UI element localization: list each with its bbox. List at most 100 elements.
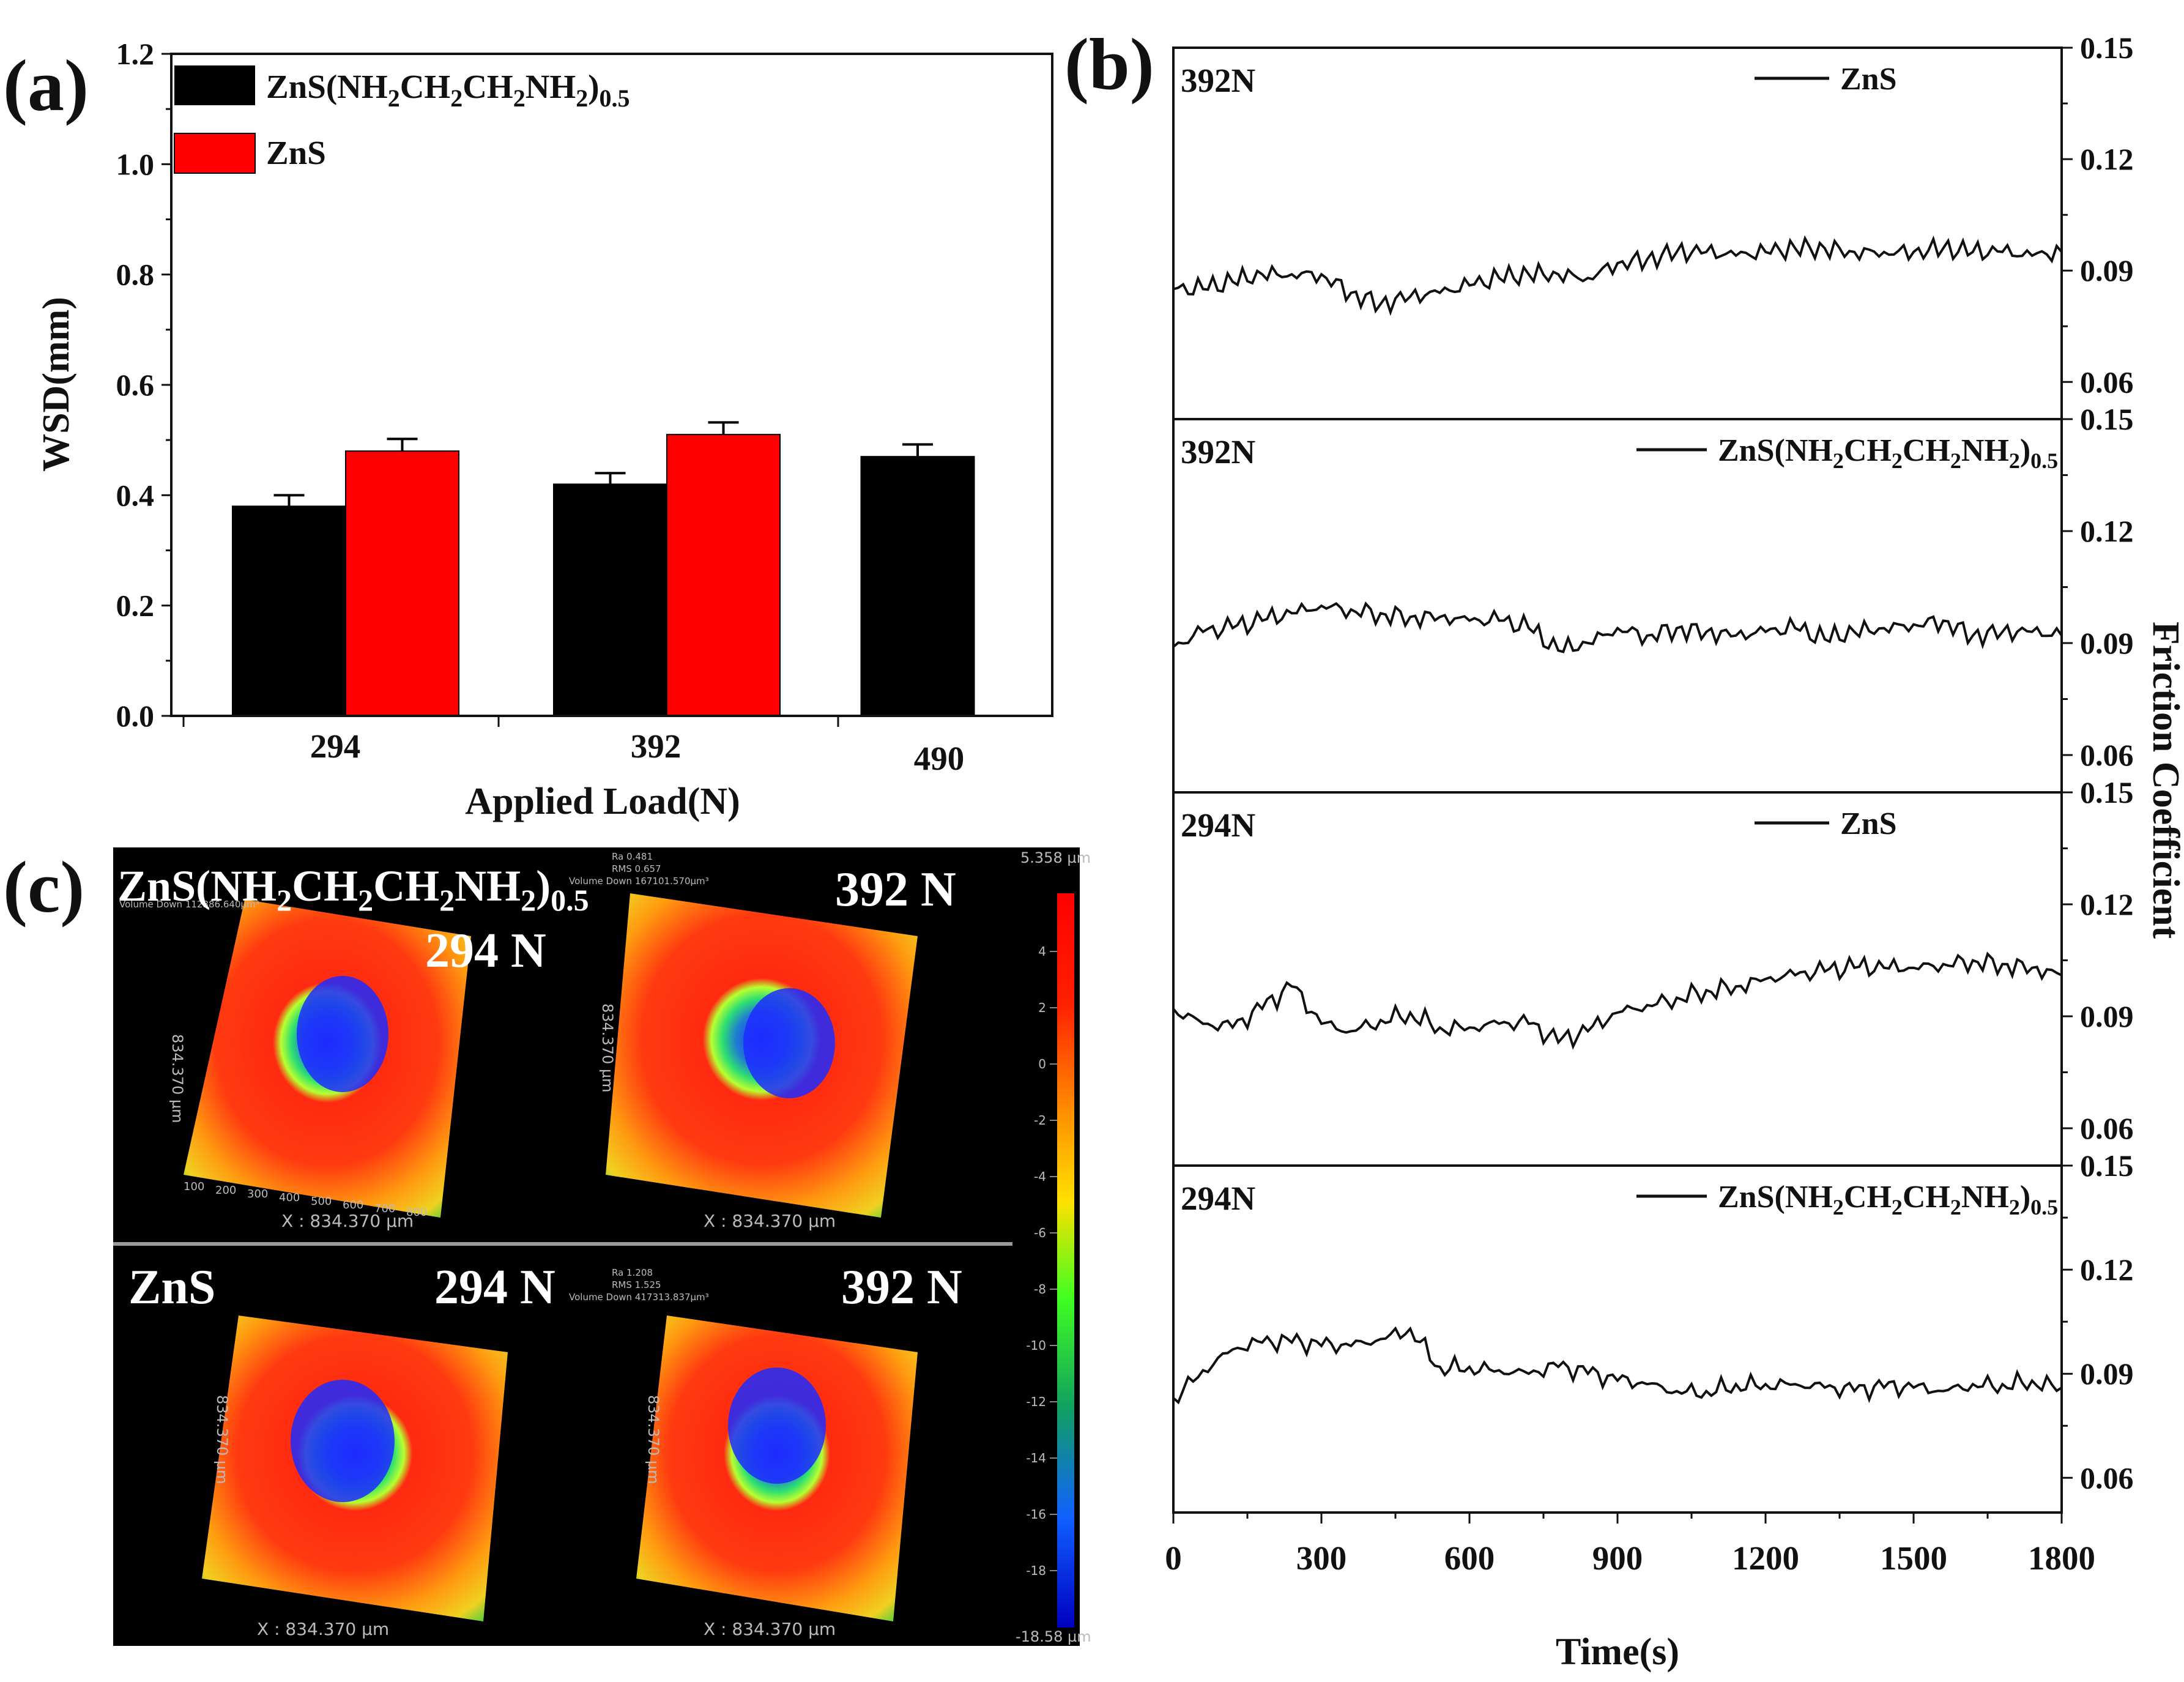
legend-sub: 2 <box>450 84 462 112</box>
legend-seg: NH <box>526 68 576 105</box>
y-tick-label: 0.12 <box>2080 142 2134 176</box>
y-tick-label: 1.0 <box>116 147 155 181</box>
legend-label: ZnS <box>1840 62 1897 97</box>
legend-sub: 2 <box>513 84 526 112</box>
panel-label-c: (c) <box>3 846 84 928</box>
y-tick-label: 0.12 <box>2080 887 2134 921</box>
legend-seg: 2 <box>1950 448 1961 473</box>
sample-main: ZnS(NH <box>117 861 277 910</box>
legend-seg: CH <box>1903 433 1950 468</box>
legend-seg: NH <box>1961 433 2009 468</box>
legend-label-series-1: ZnS(NH2CH2CH2NH2)0.5 <box>266 68 630 112</box>
side-axis-label: 834.370 µm <box>214 1395 231 1484</box>
x-tick-label: 1500 <box>1880 1539 1947 1577</box>
legend-label: ZnS(NH2CH2CH2NH2)0.5 <box>1718 433 2058 473</box>
y-tick-label: 0.15 <box>2080 1148 2134 1183</box>
y-tick-label: 0.06 <box>2080 1111 2134 1145</box>
x-axis-ticks-b: 0 300 600 900 1200 1500 1800 <box>1165 1513 2095 1577</box>
y-tick-label: 0.09 <box>2080 253 2134 288</box>
side-axis-label: 834.370 µm <box>169 1034 186 1123</box>
legend-seg: 2 <box>1950 1195 1961 1219</box>
sample-seg: NH <box>455 861 521 910</box>
mini-stat: RMS 1.525 <box>612 1279 661 1290</box>
y-tick-label: 0.0 <box>116 699 155 733</box>
x-tick-label: 1200 <box>1732 1539 1799 1577</box>
legend-seg: 2 <box>1892 1195 1903 1219</box>
colorbar-min: -18.58 µm <box>1016 1628 1091 1645</box>
legend-seg: ) <box>588 68 599 105</box>
legend-seg: CH <box>1903 1180 1950 1215</box>
x-tick-label: 294 <box>310 728 361 765</box>
x-axis-ticks-a: 294 392 490 <box>182 716 964 777</box>
colorbar-tick-label: -6 <box>1034 1226 1046 1240</box>
legend-main-series-1: ZnS(NH <box>266 68 388 105</box>
y-tick-label: 0.09 <box>2080 626 2134 660</box>
legend-seg: 2 <box>1833 1195 1844 1219</box>
y-tick-label: 0.09 <box>2080 999 2134 1033</box>
sample-sub: 2 <box>439 883 455 917</box>
friction-line-4 <box>1172 1326 2063 1405</box>
surface-x-tick-label: 100 <box>184 1180 204 1193</box>
colorbar-tick-label: -14 <box>1026 1451 1046 1465</box>
colorbar-tick-label: -12 <box>1026 1394 1046 1409</box>
legend-seg: CH <box>1844 1180 1892 1215</box>
load-label: 392N <box>1181 433 1255 471</box>
bar-1-392 <box>553 483 667 716</box>
error-bar-group <box>273 421 933 507</box>
axis-label: X : 834.370 µm <box>704 1619 836 1639</box>
color-scale-bar: 5.358 µm -18.58 µm 4 2 0 -2 -4 -6 -8 -10 -12 -14 -… <box>1016 849 1091 1645</box>
legend-seg: 2 <box>1892 448 1903 473</box>
y-tick-label: 0.2 <box>116 589 155 623</box>
x-tick-label: 392 <box>631 728 682 765</box>
legend-label-series-2: ZnS <box>266 134 326 171</box>
mini-stat: Volume Down 417313.837µm³ <box>569 1292 709 1303</box>
y-tick-label: 0.15 <box>2080 402 2134 436</box>
y-tick-label: 0.06 <box>2080 365 2134 399</box>
mini-stat: Ra 1.208 <box>612 1267 653 1278</box>
legend-sub: 2 <box>388 84 400 112</box>
legend-seg: CH <box>400 68 451 105</box>
legend-sub: 2 <box>576 84 588 112</box>
legend-seg: ZnS(NH <box>1718 1180 1833 1215</box>
axis-label: X : 834.370 µm <box>257 1619 389 1639</box>
x-tick-label: 900 <box>1592 1539 1643 1577</box>
surface-x-tick-label: 400 <box>279 1191 300 1204</box>
surface-x-tick-label: 200 <box>215 1184 236 1197</box>
legend-seg: 0.5 <box>2030 1195 2058 1219</box>
friction-subpanels: 0.06 0.09 0.12 0.15 392N ZnS 0.06 0.09 0.12 0.15 3… <box>1172 31 2134 1495</box>
y-tick-label: 0.09 <box>2080 1356 2134 1391</box>
colorbar-tick-label: -8 <box>1034 1282 1046 1297</box>
axis-label: X : 834.370 µm <box>281 1211 414 1231</box>
bar-1-294 <box>232 505 346 716</box>
surface-x-ticks: 100 200 300 400 500 600 700 800 <box>184 1180 427 1219</box>
y-tick-label: 0.12 <box>2080 514 2134 548</box>
mini-stat: Ra 0.481 <box>612 851 653 862</box>
legend-label: ZnS(NH2CH2CH2NH2)0.5 <box>1718 1180 2058 1219</box>
surface-top-left: X : 834.370 µm 834.370 µm Volume Down 11… <box>119 899 471 1231</box>
x-axis-label-b: Time(s) <box>1556 1631 1679 1673</box>
x-tick-label: 0 <box>1165 1539 1182 1577</box>
colorbar-tick-label: -4 <box>1034 1169 1046 1184</box>
bar-2-392 <box>666 434 781 717</box>
friction-line-1 <box>1173 235 2063 316</box>
mini-stat: Volume Down 112386.640µm³ <box>119 899 259 910</box>
legend-seg: CH <box>1844 433 1892 468</box>
mini-stat: RMS 0.657 <box>612 863 661 874</box>
sample-sub: 2 <box>277 883 292 917</box>
legend-seg: ) <box>2020 1180 2030 1215</box>
y-axis-label-b: Friction Coefficient <box>2145 622 2184 939</box>
sample-seg: CH <box>373 861 439 910</box>
friction-line-2 <box>1172 601 2063 653</box>
bar-2-294 <box>345 450 459 716</box>
load-label: 392N <box>1181 62 1255 99</box>
surface-x-tick-label: 300 <box>247 1188 268 1200</box>
legend-sub: 0.5 <box>600 84 630 112</box>
load-label: 294N <box>1181 806 1255 844</box>
y-tick-label: 0.06 <box>2080 738 2134 772</box>
sample-seg: ) <box>536 861 551 910</box>
side-axis-label: 834.370 µm <box>645 1395 662 1484</box>
legend-label: ZnS <box>1840 806 1897 841</box>
sample-sub: 0.5 <box>551 883 589 917</box>
legend-a: ZnS(NH2CH2CH2NH2)0.5 ZnS <box>174 65 630 174</box>
legend-seg: CH <box>462 68 513 105</box>
